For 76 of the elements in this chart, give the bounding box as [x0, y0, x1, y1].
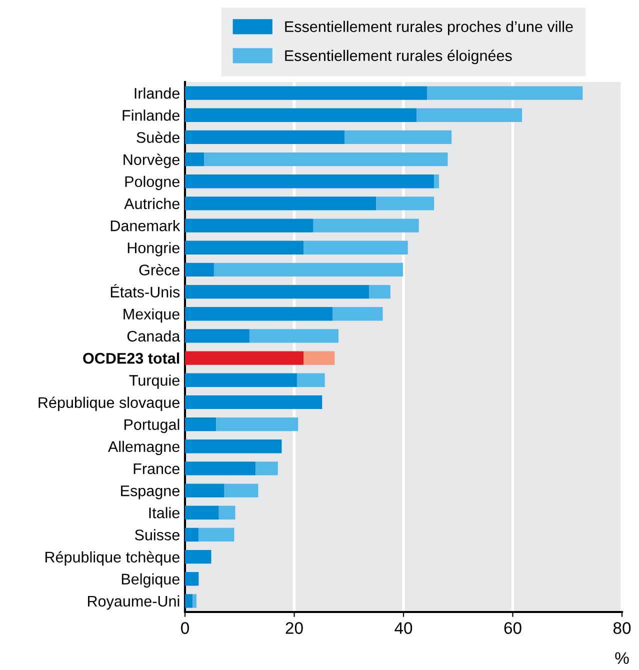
x-tick-label: 80 — [613, 622, 631, 634]
bar — [218, 506, 236, 520]
bar — [185, 262, 214, 277]
y-tick-label: France — [134, 463, 180, 474]
y-tick-label: Grèce — [139, 264, 180, 276]
bar — [304, 240, 408, 254]
bar — [185, 174, 434, 188]
bar — [344, 130, 452, 144]
y-tick-label: Norvège — [124, 154, 180, 168]
bar — [185, 440, 282, 454]
bar — [185, 108, 417, 122]
bar — [369, 284, 390, 299]
y-tick-label: Suisse — [134, 529, 180, 540]
y-tick-label: OCDE23 total — [83, 352, 180, 364]
bar — [224, 484, 258, 498]
bar — [185, 484, 224, 498]
bar — [192, 594, 196, 608]
bar — [185, 395, 322, 410]
bar — [204, 152, 448, 166]
y-tick-label: Autriche — [124, 198, 180, 210]
y-tick-label: Hongrie — [128, 242, 180, 256]
bar — [216, 417, 298, 432]
x-tick-label: 20 — [286, 622, 303, 634]
bar — [426, 86, 583, 100]
bar — [185, 594, 193, 608]
bar — [185, 572, 199, 586]
bar — [332, 307, 383, 321]
y-tick-label: Italie — [149, 507, 180, 518]
y-tick-label: Belgique — [122, 573, 180, 588]
bar — [185, 462, 256, 476]
y-tick-label: États-Unis — [110, 284, 180, 298]
bar — [376, 196, 434, 210]
y-tick-label: République slovaque — [38, 396, 180, 412]
bar — [185, 130, 345, 144]
x-tick-label: 60 — [504, 622, 522, 634]
y-tick-label: Espagne — [121, 486, 180, 500]
bar — [185, 528, 199, 542]
bar — [185, 284, 370, 299]
y-tick-label: Canada — [127, 330, 180, 342]
bar — [313, 218, 419, 232]
y-tick-label: Finlande — [122, 110, 180, 121]
bar — [255, 462, 278, 476]
legend-label: Essentiellement rurales proches d’une ville — [285, 20, 573, 36]
bar — [185, 329, 250, 343]
bar — [304, 351, 335, 365]
bar — [416, 108, 522, 122]
bar — [214, 262, 403, 277]
bar — [185, 417, 216, 432]
y-tick-label: Irlande — [134, 88, 180, 99]
x-tick-label: 0 — [181, 622, 189, 634]
y-tick-label: Portugal — [124, 418, 180, 433]
bar — [434, 174, 440, 188]
y-tick-label: Pologne — [125, 176, 180, 190]
bar — [296, 373, 325, 387]
y-tick-label: Turquie — [129, 374, 180, 389]
y-tick-label: Mexique — [124, 308, 180, 323]
y-tick-label: Suède — [136, 131, 180, 143]
bar — [198, 528, 234, 542]
y-tick-label: Royaume-Uni — [88, 595, 180, 610]
bar — [185, 373, 297, 387]
bar — [185, 86, 427, 100]
x-axis-title: % — [615, 652, 629, 664]
bar — [185, 307, 332, 321]
bar — [185, 152, 204, 166]
bar — [185, 218, 314, 232]
bar — [185, 351, 304, 365]
bar — [185, 506, 219, 520]
legend-label: Essentiellement rurales éloignées — [285, 50, 512, 64]
y-tick-label: Allemagne — [108, 440, 180, 456]
bar — [185, 550, 212, 564]
y-tick-label: Danemark — [110, 220, 180, 232]
bar — [185, 196, 376, 210]
x-tick-label: 40 — [394, 622, 412, 634]
bar — [249, 329, 338, 343]
y-tick-label: République tchèque — [45, 551, 180, 566]
bar — [185, 240, 304, 254]
